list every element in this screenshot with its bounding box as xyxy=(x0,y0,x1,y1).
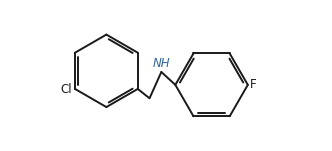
Text: Cl: Cl xyxy=(60,83,72,96)
Text: NH: NH xyxy=(152,57,170,70)
Text: F: F xyxy=(250,78,256,91)
